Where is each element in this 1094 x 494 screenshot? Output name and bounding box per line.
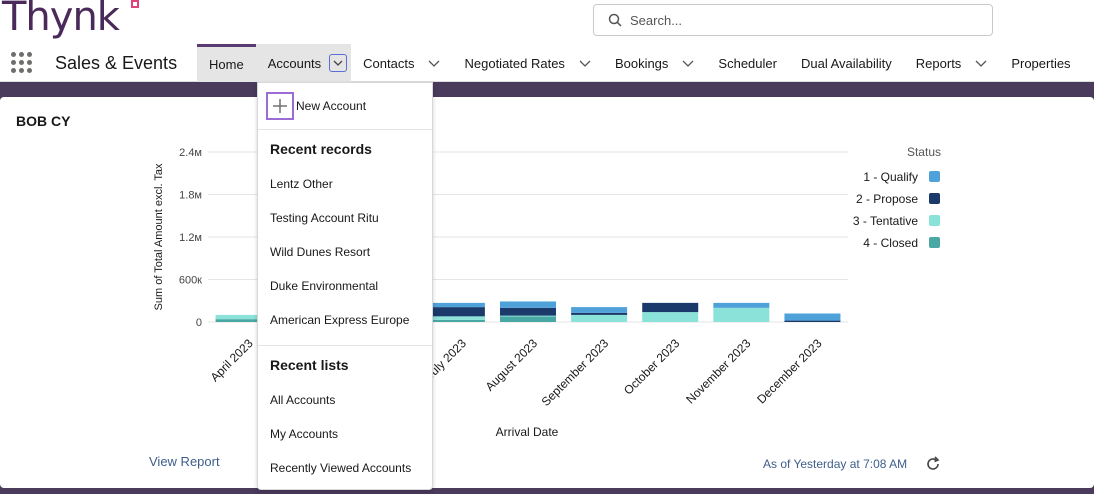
x-tick-label: August 2023 <box>483 336 541 394</box>
search-icon <box>608 13 622 27</box>
accounts-dropdown-menu: New Account Recent records Lentz Other T… <box>257 82 433 490</box>
tab-home-label: Home <box>209 57 244 72</box>
chevron-down-icon <box>333 60 343 66</box>
bar-segment <box>642 302 699 313</box>
legend-swatch <box>929 215 940 226</box>
chevron-down-icon[interactable] <box>975 60 987 67</box>
logo-accent <box>131 0 139 8</box>
y-tick-label: 1.8м <box>179 190 202 202</box>
recent-records-heading: Recent records <box>270 141 372 157</box>
bar-segment <box>215 314 272 320</box>
recent-list-item[interactable]: My Accounts <box>270 427 339 441</box>
bar-segment <box>713 302 770 308</box>
recent-lists-heading: Recent lists <box>270 357 349 373</box>
tab-scheduler-label: Scheduler <box>718 55 777 71</box>
x-tick-label: October 2023 <box>621 336 683 398</box>
thynk-logo[interactable]: Thynk <box>2 0 120 40</box>
recent-list-item[interactable]: Recently Viewed Accounts <box>270 461 412 475</box>
bar-segment <box>642 312 699 322</box>
new-account-label: New Account <box>296 99 367 113</box>
search-placeholder: Search... <box>630 12 683 28</box>
report-chart-card: BOB CY 0 600к 1.2м 1.8м 2.4м Sum of Total Amo… <box>0 97 1094 488</box>
app-launcher-icon[interactable] <box>11 52 33 74</box>
x-tick-label: November 2023 <box>683 336 754 407</box>
bar-segment <box>500 315 556 317</box>
legend-swatch <box>929 171 940 182</box>
bar-segment <box>428 316 485 320</box>
view-report-link[interactable]: View Report <box>149 454 220 469</box>
tab-properties[interactable]: Properties <box>999 44 1082 82</box>
tab-bookings[interactable]: Bookings <box>603 44 706 82</box>
legend-swatch <box>929 193 940 204</box>
divider <box>258 129 432 130</box>
legend-label: 4 - Closed <box>863 236 918 250</box>
bar-segment <box>784 313 841 321</box>
global-search-input[interactable]: Search... <box>593 4 993 36</box>
legend-label: 2 - Propose <box>856 192 918 206</box>
tab-accounts-label: Accounts <box>267 55 322 71</box>
top-header: Thynk Search... <box>0 0 1094 44</box>
stacked-bar-chart: 0 600к 1.2м 1.8м 2.4м Sum of Total Amount exc… <box>153 145 941 439</box>
bar-segment <box>784 320 841 322</box>
y-axis-label: Sum of Total Amount excl. Tax <box>153 163 165 310</box>
add-icon <box>266 92 294 120</box>
tab-properties-label: Properties <box>1011 55 1071 71</box>
app-name: Sales & Events <box>55 53 178 73</box>
chevron-down-icon[interactable] <box>428 60 440 67</box>
tab-dual-availability[interactable]: Dual Availability <box>789 44 904 82</box>
x-axis-label: Arrival Date <box>496 425 559 439</box>
divider <box>258 345 432 346</box>
tab-reports-label: Reports <box>915 55 962 71</box>
recent-record-item[interactable]: Duke Environmental <box>270 279 379 293</box>
last-refreshed-text: As of Yesterday at 7:08 AM <box>763 457 908 471</box>
new-account-menu-item[interactable]: New Account <box>266 91 426 121</box>
legend-label: 3 - Tentative <box>853 214 918 228</box>
tab-contacts[interactable]: Contacts <box>351 44 452 82</box>
tab-bookings-label: Bookings <box>614 55 669 71</box>
bar-segment <box>571 307 628 313</box>
bar-segment <box>500 316 556 322</box>
bar-segment <box>571 312 628 315</box>
tab-dual-availability-label: Dual Availability <box>800 55 892 71</box>
nav-bar: Sales & Events Home Accounts Contacts Ne… <box>0 44 1094 82</box>
recent-list-item[interactable]: All Accounts <box>270 393 336 407</box>
recent-record-item[interactable]: Testing Account Ritu <box>270 211 379 225</box>
bar-segment <box>428 307 485 317</box>
refresh-icon[interactable] <box>925 456 941 472</box>
tab-scheduler[interactable]: Scheduler <box>706 44 789 82</box>
legend-label: 1 - Qualify <box>863 170 918 184</box>
recent-record-item[interactable]: Lentz Other <box>270 177 333 191</box>
bar-segment <box>713 307 770 322</box>
bar-segment <box>428 319 485 322</box>
bar-segment <box>500 307 556 316</box>
recent-record-item[interactable]: Wild Dunes Resort <box>270 245 371 259</box>
tab-negotiated-rates[interactable]: Negotiated Rates <box>452 44 602 82</box>
recent-record-item[interactable]: American Express Europe <box>270 313 410 327</box>
x-tick-label: December 2023 <box>754 336 825 407</box>
x-tick-label: April 2023 <box>208 336 256 384</box>
y-tick-label: 0 <box>196 317 202 329</box>
legend-title: Status <box>907 145 941 159</box>
bar-segment <box>428 302 485 308</box>
y-tick-label: 1.2м <box>179 232 202 244</box>
tab-contacts-label: Contacts <box>363 55 415 71</box>
bar-segment <box>500 301 556 308</box>
tab-reports[interactable]: Reports <box>904 44 1000 82</box>
bar-segment <box>571 314 628 322</box>
tab-negotiated-rates-label: Negotiated Rates <box>464 55 565 71</box>
nav-tabs: Home Accounts Contacts Negotiated Rates … <box>197 44 1083 82</box>
chevron-down-icon[interactable] <box>682 60 694 67</box>
y-tick-label: 600к <box>179 275 202 287</box>
chevron-down-icon[interactable] <box>579 60 591 67</box>
x-tick-label: September 2023 <box>539 336 612 409</box>
tab-accounts[interactable]: Accounts <box>255 44 352 82</box>
tab-home[interactable]: Home <box>197 44 256 82</box>
card-title: BOB CY <box>16 113 71 129</box>
accounts-menu-toggle[interactable] <box>329 54 348 72</box>
legend-swatch <box>929 237 940 248</box>
y-tick-label: 2.4м <box>179 147 202 159</box>
bar-segment <box>215 319 272 322</box>
